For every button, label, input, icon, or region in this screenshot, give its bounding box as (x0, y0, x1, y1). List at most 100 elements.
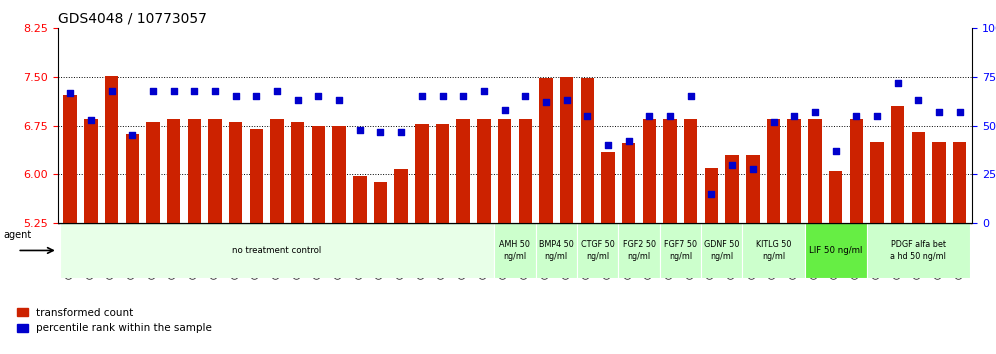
Bar (684, 119, 697, 223)
Point (434, 93, 450, 99)
Bar (725, 155, 739, 223)
Bar (805, 223, 867, 278)
Bar (746, 155, 760, 223)
Bar (208, 119, 222, 223)
Point (165, 88, 181, 93)
Bar (932, 142, 946, 223)
Bar (850, 119, 863, 223)
Bar (291, 122, 305, 223)
Bar (353, 176, 367, 223)
Bar (659, 223, 701, 278)
Point (703, 191, 719, 197)
Bar (701, 223, 742, 278)
Point (786, 113, 802, 119)
Point (207, 88, 223, 93)
Point (662, 113, 678, 119)
Bar (642, 119, 656, 223)
Bar (456, 119, 470, 223)
Legend: transformed count, percentile rank within the sample: transformed count, percentile rank withi… (17, 308, 212, 333)
Bar (519, 119, 532, 223)
Point (373, 129, 388, 134)
Point (869, 113, 884, 119)
Point (745, 166, 761, 171)
Point (600, 142, 616, 148)
Text: KITLG 50
ng/ml: KITLG 50 ng/ml (756, 240, 791, 261)
Bar (705, 168, 718, 223)
Point (538, 99, 554, 105)
Bar (808, 119, 822, 223)
Point (910, 97, 926, 103)
Text: FGF7 50
ng/ml: FGF7 50 ng/ml (664, 240, 697, 261)
Point (104, 88, 120, 93)
Point (828, 148, 844, 154)
Point (497, 107, 513, 113)
Point (766, 119, 782, 125)
Bar (229, 122, 242, 223)
Bar (187, 119, 201, 223)
Bar (577, 223, 619, 278)
Point (952, 109, 968, 115)
Bar (953, 142, 966, 223)
Bar (494, 223, 536, 278)
Text: AMH 50
ng/ml: AMH 50 ng/ml (500, 240, 530, 261)
Point (807, 109, 823, 115)
Point (683, 93, 699, 99)
Point (889, 80, 905, 86)
Bar (250, 129, 263, 223)
Bar (767, 119, 780, 223)
Bar (333, 126, 346, 223)
Bar (871, 142, 883, 223)
Point (124, 132, 140, 138)
Bar (60, 223, 494, 278)
Text: LIF 50 ng/ml: LIF 50 ng/ml (809, 246, 863, 255)
Point (931, 109, 947, 115)
Point (476, 88, 492, 93)
Point (621, 138, 636, 144)
Point (62, 90, 78, 96)
Point (559, 97, 575, 103)
Text: CTGF 50
ng/ml: CTGF 50 ng/ml (581, 240, 615, 261)
Bar (619, 223, 659, 278)
Point (331, 97, 347, 103)
Bar (477, 119, 491, 223)
Bar (415, 124, 428, 223)
Bar (742, 223, 805, 278)
Point (414, 93, 430, 99)
Point (849, 113, 865, 119)
Point (352, 127, 368, 132)
Bar (663, 119, 677, 223)
Point (580, 113, 596, 119)
Point (290, 97, 306, 103)
Bar (394, 169, 408, 223)
Bar (539, 78, 553, 223)
Bar (829, 171, 843, 223)
Point (269, 88, 285, 93)
Text: PDGF alfa bet
a hd 50 ng/ml: PDGF alfa bet a hd 50 ng/ml (890, 240, 946, 261)
Bar (536, 223, 577, 278)
Bar (602, 152, 615, 223)
Bar (64, 95, 77, 223)
Bar (911, 132, 925, 223)
Bar (146, 122, 159, 223)
Bar (788, 119, 801, 223)
Bar (125, 134, 139, 223)
Bar (622, 143, 635, 223)
Bar (498, 119, 511, 223)
Point (724, 162, 740, 167)
Bar (105, 76, 119, 223)
Bar (560, 77, 574, 223)
Text: BMP4 50
ng/ml: BMP4 50 ng/ml (539, 240, 574, 261)
Point (641, 113, 657, 119)
Point (186, 88, 202, 93)
Text: FGF2 50
ng/ml: FGF2 50 ng/ml (622, 240, 655, 261)
Point (311, 93, 327, 99)
Bar (867, 223, 970, 278)
Text: GDNF 50
ng/ml: GDNF 50 ng/ml (704, 240, 739, 261)
Point (83, 117, 99, 123)
Point (393, 129, 409, 134)
Text: agent: agent (3, 230, 31, 240)
Bar (581, 78, 594, 223)
Bar (374, 182, 387, 223)
Bar (436, 124, 449, 223)
Text: no treatment control: no treatment control (232, 246, 322, 255)
